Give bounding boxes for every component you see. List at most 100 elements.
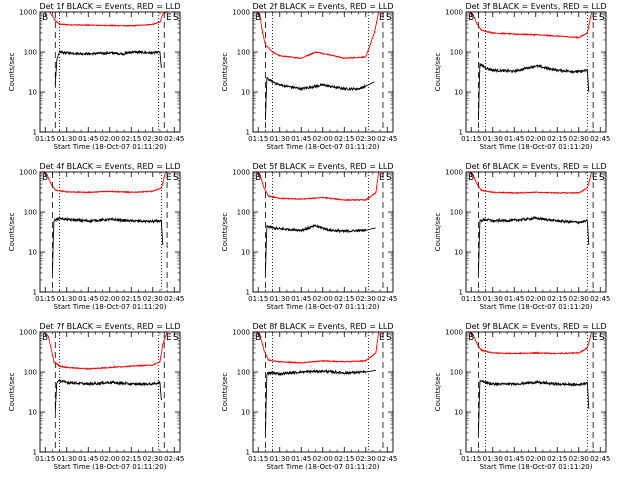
x-tick-label: 02:30 — [356, 135, 376, 143]
y-tick-label: 100 — [24, 369, 37, 377]
x-tick-label: 01:45 — [504, 295, 524, 303]
x-tick-label: 01:30 — [483, 295, 503, 303]
x-tick-label: 02:30 — [569, 455, 589, 463]
x-tick-label: 01:15 — [461, 295, 481, 303]
x-tick-label: 02:45 — [377, 295, 397, 303]
x-tick-label: 01:15 — [461, 455, 481, 463]
x-axis-label: Start Time (18-Oct-07 01:11:20) — [54, 463, 167, 471]
y-tick-label: 10 — [28, 409, 37, 417]
saa-marker-label: S — [173, 13, 179, 23]
detector-panel-9: Det 9f BLACK = Events, RED = LLD 1 10 100 10… — [434, 322, 610, 471]
detector-panel-2: Det 2f BLACK = Events, RED = LLD 1 10 100 10… — [221, 2, 397, 151]
y-tick-label: 1000 — [445, 169, 463, 177]
events-series-line — [51, 215, 164, 273]
lld-series-line — [468, 332, 593, 355]
x-tick-label: 02:45 — [164, 135, 184, 143]
plot-frame — [252, 11, 394, 133]
start-marker-label: B — [255, 13, 261, 23]
events-series-line — [54, 378, 162, 413]
end-marker-label: E — [379, 13, 385, 23]
x-tick-label: 01:15 — [248, 135, 268, 143]
x-axis-label: Start Time (18-Oct-07 01:11:20) — [54, 143, 167, 151]
x-tick-label: 02:00 — [526, 295, 546, 303]
y-tick-label: 1 — [33, 129, 37, 137]
x-tick-label: 01:30 — [57, 295, 77, 303]
x-tick-label: 02:30 — [569, 135, 589, 143]
x-tick-label: 02:15 — [121, 135, 141, 143]
y-tick-label: 10 — [28, 89, 37, 97]
y-axis-label: Counts/sec — [8, 53, 16, 92]
y-tick-label: 100 — [237, 209, 250, 217]
y-tick-label: 1 — [33, 449, 37, 457]
x-tick-label: 02:45 — [164, 455, 184, 463]
detector-panel-5: Det 5f BLACK = Events, RED = LLD 1 10 100 10… — [221, 162, 397, 311]
y-tick-label: 10 — [454, 89, 463, 97]
x-tick-label: 02:00 — [100, 295, 120, 303]
detector-panel-8: Det 8f BLACK = Events, RED = LLD 1 10 100 10… — [221, 322, 397, 471]
x-axis-label: Start Time (18-Oct-07 01:11:20) — [54, 303, 167, 311]
x-tick-label: 01:30 — [270, 135, 290, 143]
saa-marker-label: S — [599, 173, 605, 183]
x-axis-label: Start Time (18-Oct-07 01:11:20) — [267, 303, 380, 311]
x-axis-label: Start Time (18-Oct-07 01:11:20) — [267, 143, 380, 151]
lld-series-line — [42, 172, 167, 194]
y-tick-label: 1000 — [232, 169, 250, 177]
saa-marker-label: S — [386, 13, 392, 23]
start-marker-label: B — [468, 173, 474, 183]
x-tick-label: 01:45 — [504, 135, 524, 143]
x-tick-label: 02:30 — [143, 455, 163, 463]
x-tick-label: 01:15 — [461, 135, 481, 143]
saa-marker-label: S — [386, 333, 392, 343]
y-tick-label: 1000 — [19, 329, 37, 337]
x-tick-label: 02:15 — [334, 135, 354, 143]
plot-frame — [252, 331, 394, 453]
x-tick-label: 02:00 — [526, 135, 546, 143]
x-tick-label: 01:45 — [291, 135, 311, 143]
x-tick-label: 02:00 — [100, 135, 120, 143]
plot-frame — [39, 11, 181, 133]
x-tick-label: 01:30 — [270, 455, 290, 463]
lld-series-line — [255, 332, 380, 364]
saa-marker-label: S — [599, 333, 605, 343]
x-tick-label: 02:45 — [164, 295, 184, 303]
plot-frame — [465, 11, 607, 133]
start-marker-label: B — [468, 333, 474, 343]
panel-title: Det 4f BLACK = Events, RED = LLD — [39, 162, 180, 171]
saa-marker-label: S — [599, 13, 605, 23]
y-tick-label: 10 — [241, 89, 250, 97]
start-marker-label: B — [42, 13, 48, 23]
y-axis-label: Counts/sec — [8, 213, 16, 252]
y-tick-label: 10 — [454, 249, 463, 257]
x-tick-label: 02:00 — [100, 455, 120, 463]
x-tick-label: 02:45 — [377, 455, 397, 463]
detector-panel-3: Det 3f BLACK = Events, RED = LLD 1 10 100 10… — [434, 2, 610, 151]
y-tick-label: 1 — [33, 289, 37, 297]
x-axis-label: Start Time (18-Oct-07 01:11:20) — [480, 303, 593, 311]
x-tick-label: 02:15 — [334, 455, 354, 463]
x-tick-label: 02:30 — [143, 135, 163, 143]
plot-area — [468, 332, 594, 452]
x-tick-label: 01:45 — [78, 295, 98, 303]
panel-title: Det 7f BLACK = Events, RED = LLD — [39, 322, 180, 331]
y-tick-label: 100 — [450, 369, 463, 377]
y-tick-label: 1 — [246, 129, 250, 137]
lld-series-line — [43, 332, 168, 371]
x-tick-label: 01:45 — [78, 135, 98, 143]
end-marker-label: E — [592, 333, 598, 343]
panel-title: Det 1f BLACK = Events, RED = LLD — [39, 2, 180, 11]
events-series-line — [264, 76, 375, 121]
x-tick-label: 02:15 — [547, 295, 567, 303]
end-marker-label: E — [592, 173, 598, 183]
plot-area — [255, 332, 384, 452]
plot-frame — [252, 171, 394, 293]
x-tick-label: 02:00 — [313, 455, 333, 463]
x-tick-label: 02:45 — [590, 295, 610, 303]
x-tick-label: 01:15 — [35, 295, 55, 303]
x-tick-label: 02:15 — [547, 135, 567, 143]
x-tick-label: 02:30 — [569, 295, 589, 303]
detector-panel-6: Det 6f BLACK = Events, RED = LLD 1 10 100 10… — [434, 162, 610, 311]
lld-series-line — [255, 172, 380, 202]
lld-series-line — [468, 12, 593, 40]
y-tick-label: 1000 — [19, 169, 37, 177]
